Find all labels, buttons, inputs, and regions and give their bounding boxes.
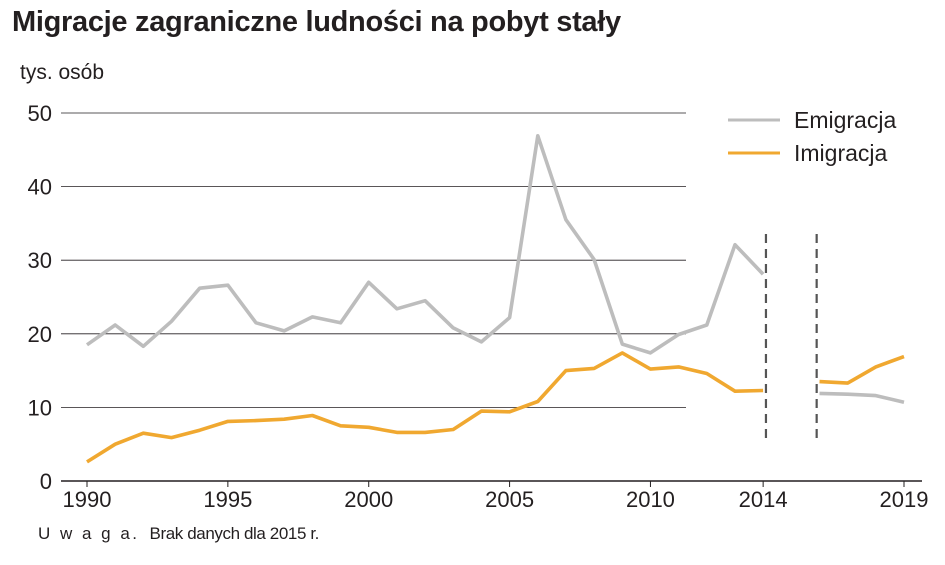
gridlines: [61, 112, 922, 487]
y-tick-label-40: 40: [28, 175, 52, 200]
y-tick-label-50: 50: [28, 101, 52, 126]
footnote-prefix: U w a g a.: [38, 524, 140, 543]
y-axis-label: tys. osób: [20, 61, 104, 84]
x-tick-label-2010: 2010: [626, 487, 675, 512]
x-tick-label-1995: 1995: [203, 487, 252, 512]
x-tick-label-1990: 1990: [63, 487, 112, 512]
x-tick-labels: 1990 1995 2000 2005 2010 2014 2019: [63, 487, 929, 512]
y-tick-label-10: 10: [28, 395, 52, 420]
footnote-text: Brak danych dla 2015 r.: [149, 524, 320, 543]
chart-title: Migracje zagraniczne ludności na pobyt s…: [12, 6, 621, 38]
imigracja-legend-label: Imigracja: [794, 140, 888, 166]
emigracja-line-segment-2: [819, 391, 905, 404]
imigracja-line-segment-2: [819, 354, 905, 385]
emigracja-legend-label: Emigracja: [794, 107, 896, 133]
imigracja-line-segment-1: [86, 351, 764, 464]
footnote: U w a g a. Brak danych dla 2015 r.: [38, 524, 319, 544]
emigracja-line-segment-1: [85, 134, 765, 355]
x-tick-label-2014: 2014: [739, 487, 788, 512]
y-tick-label-20: 20: [28, 322, 52, 347]
y-tick-labels: 0 10 20 30 40 50: [28, 101, 52, 494]
data-gap-markers: [764, 234, 818, 440]
y-tick-label-0: 0: [40, 469, 52, 494]
series-lines: [85, 134, 905, 464]
legend: Emigracja Imigracja: [728, 107, 896, 166]
y-tick-label-30: 30: [28, 248, 52, 273]
x-tick-label-2019: 2019: [880, 487, 929, 512]
x-tick-label-2000: 2000: [344, 487, 393, 512]
x-tick-label-2005: 2005: [485, 487, 534, 512]
